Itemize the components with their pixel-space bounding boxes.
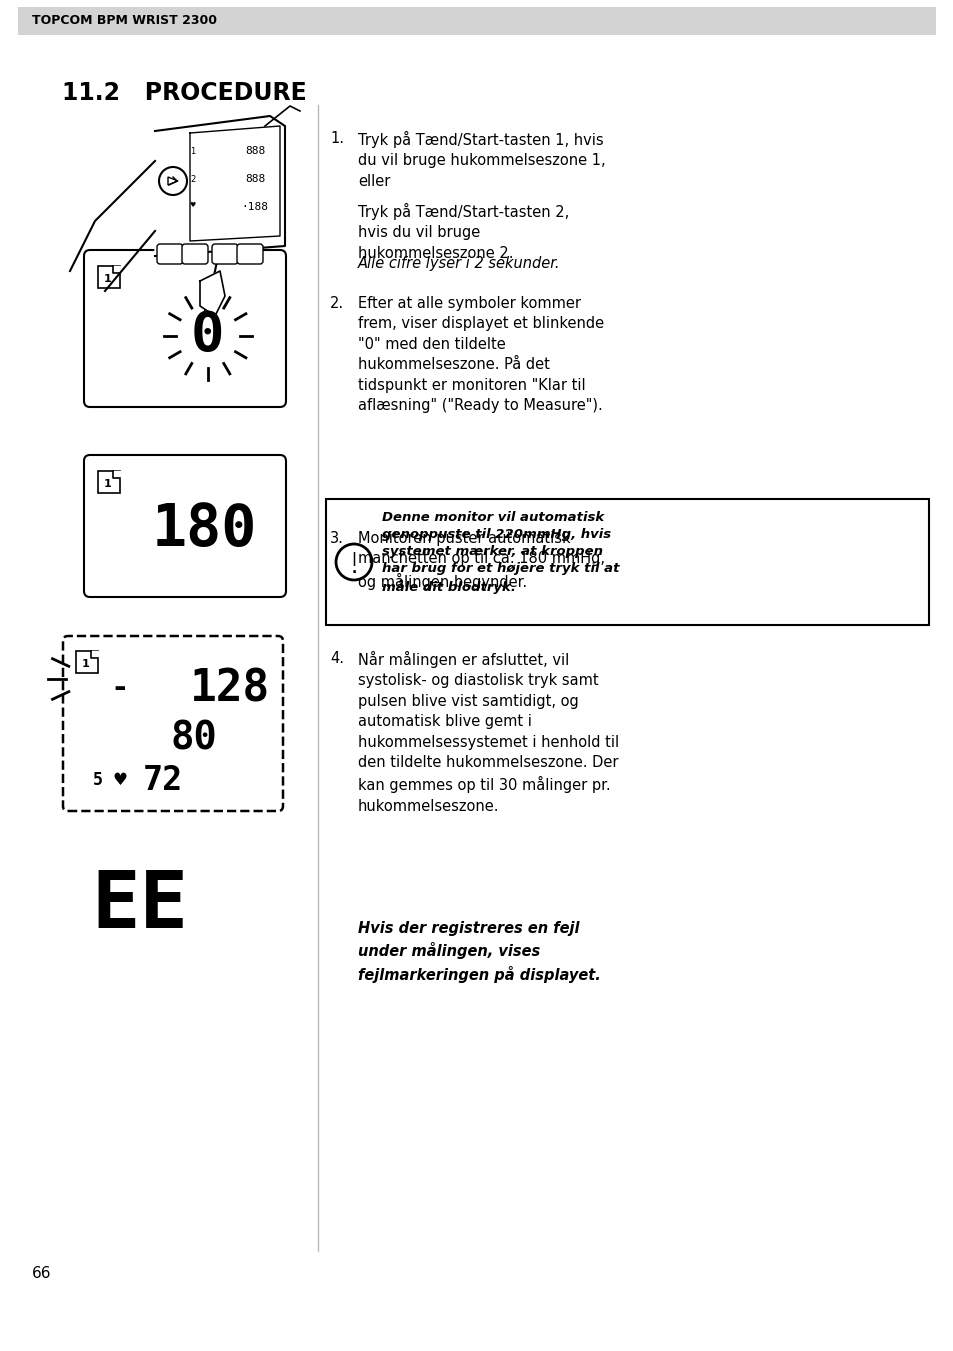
Text: 888: 888 <box>245 146 265 155</box>
Polygon shape <box>190 126 280 240</box>
FancyBboxPatch shape <box>98 471 120 493</box>
Polygon shape <box>112 471 120 478</box>
FancyBboxPatch shape <box>84 250 286 407</box>
Text: 180: 180 <box>152 501 256 558</box>
FancyBboxPatch shape <box>98 266 120 288</box>
FancyBboxPatch shape <box>76 651 98 673</box>
Text: EE: EE <box>91 867 189 944</box>
Text: |: | <box>351 553 356 566</box>
Text: 66: 66 <box>32 1266 51 1281</box>
Text: 0: 0 <box>191 309 224 362</box>
Text: Hvis der registreres en fejl
under målingen, vises
fejlmarkeringen på displayet.: Hvis der registreres en fejl under målin… <box>357 921 600 982</box>
Text: .: . <box>351 562 356 576</box>
Text: Tryk på Tænd/Start-tasten 1, hvis
du vil bruge hukommelseszone 1,
eller: Tryk på Tænd/Start-tasten 1, hvis du vil… <box>357 131 605 189</box>
Text: 888: 888 <box>245 174 265 184</box>
Polygon shape <box>112 266 120 273</box>
Text: -: - <box>113 674 126 704</box>
Polygon shape <box>200 272 225 316</box>
Text: 11.2   PROCEDURE: 11.2 PROCEDURE <box>62 81 307 105</box>
Text: Efter at alle symboler kommer
frem, viser displayet et blinkende
"0" med den til: Efter at alle symboler kommer frem, vise… <box>357 296 603 413</box>
FancyBboxPatch shape <box>212 245 237 263</box>
Polygon shape <box>154 116 285 255</box>
Text: 4.: 4. <box>330 651 344 666</box>
Text: Tryk på Tænd/Start-tasten 2,
hvis du vil bruge
hukommelseszone 2.: Tryk på Tænd/Start-tasten 2, hvis du vil… <box>357 203 569 261</box>
FancyBboxPatch shape <box>63 636 283 811</box>
Text: Når målingen er afsluttet, vil
systolisk- og diastolisk tryk samt
pulsen blive v: Når målingen er afsluttet, vil systolisk… <box>357 651 618 813</box>
FancyBboxPatch shape <box>236 245 263 263</box>
Text: 1.: 1. <box>330 131 344 146</box>
Text: 72: 72 <box>143 763 183 797</box>
Text: 1: 1 <box>191 146 195 155</box>
FancyBboxPatch shape <box>326 499 928 626</box>
Text: 128: 128 <box>190 667 270 711</box>
FancyBboxPatch shape <box>182 245 208 263</box>
Text: 1: 1 <box>104 480 112 489</box>
Text: ♥: ♥ <box>190 203 196 208</box>
Text: 2.: 2. <box>330 296 344 311</box>
Text: 5: 5 <box>92 771 103 789</box>
Text: 1: 1 <box>104 274 112 284</box>
Text: ♥: ♥ <box>112 771 128 789</box>
Text: 1: 1 <box>82 659 90 669</box>
Text: Alle cifre lyser i 2 sekunder.: Alle cifre lyser i 2 sekunder. <box>357 255 560 272</box>
Text: TOPCOM BPM WRIST 2300: TOPCOM BPM WRIST 2300 <box>32 15 216 27</box>
FancyBboxPatch shape <box>84 455 286 597</box>
Polygon shape <box>91 651 98 658</box>
FancyBboxPatch shape <box>157 245 183 263</box>
Text: Denne monitor vil automatisk
genoppuste til 220mmHg, hvis
systemet mærker, at kr: Denne monitor vil automatisk genoppuste … <box>381 511 618 594</box>
Text: 3.: 3. <box>330 531 343 546</box>
Text: 2: 2 <box>191 174 195 184</box>
Text: ·188: ·188 <box>241 203 268 212</box>
Text: Monitoren puster automatisk
manchetten op til ca. 180 mmHg,
og målingen begynder: Monitoren puster automatisk manchetten o… <box>357 531 604 590</box>
Text: 80: 80 <box>171 720 217 758</box>
FancyBboxPatch shape <box>18 7 935 35</box>
